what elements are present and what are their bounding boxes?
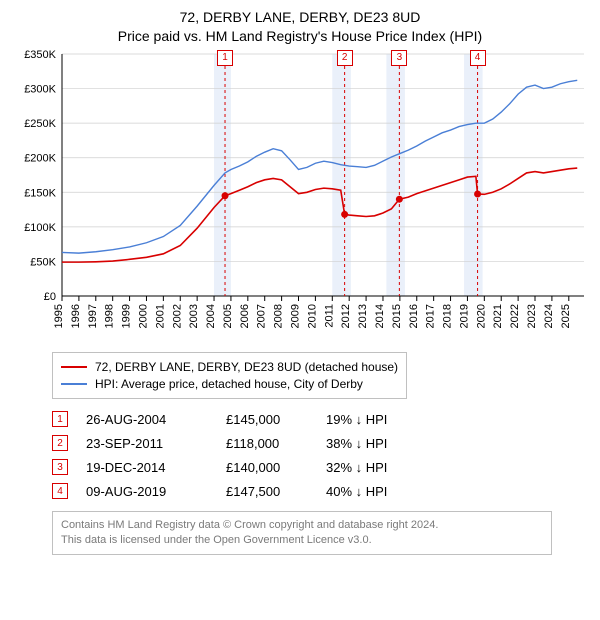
sales-row: 2 23-SEP-2011 £118,000 38% ↓ HPI — [52, 431, 588, 455]
svg-text:£100K: £100K — [24, 222, 56, 234]
chart-area: £0 £50K £100K £150K £200K £250K £300K £350K 1995… — [12, 46, 588, 346]
svg-text:2013: 2013 — [357, 304, 369, 328]
svg-text:1997: 1997 — [87, 304, 99, 328]
sale-price: £140,000 — [226, 460, 326, 475]
svg-text:1995: 1995 — [53, 304, 65, 328]
sales-row: 3 19-DEC-2014 £140,000 32% ↓ HPI — [52, 455, 588, 479]
svg-text:2021: 2021 — [492, 304, 504, 328]
chart-marker-label: 2 — [337, 50, 353, 66]
svg-text:2025: 2025 — [560, 304, 572, 328]
legend-row-hpi: HPI: Average price, detached house, City… — [61, 376, 398, 393]
sale-price: £147,500 — [226, 484, 326, 499]
svg-text:£350K: £350K — [24, 49, 56, 61]
sale-diff: 40% ↓ HPI — [326, 484, 436, 499]
svg-text:2000: 2000 — [137, 304, 149, 328]
chart-marker-label: 4 — [470, 50, 486, 66]
svg-text:2003: 2003 — [188, 304, 200, 328]
legend-swatch-hpi — [61, 383, 87, 385]
sale-diff: 19% ↓ HPI — [326, 412, 436, 427]
svg-text:1999: 1999 — [121, 304, 133, 328]
svg-text:2020: 2020 — [475, 304, 487, 328]
svg-text:2014: 2014 — [374, 304, 386, 328]
svg-text:2005: 2005 — [222, 304, 234, 328]
svg-text:£150K: £150K — [24, 187, 56, 199]
sale-diff: 38% ↓ HPI — [326, 436, 436, 451]
sale-marker-icon: 3 — [52, 459, 68, 475]
svg-text:2007: 2007 — [256, 304, 268, 328]
footnote-line-1: Contains HM Land Registry data © Crown c… — [61, 518, 543, 533]
sale-date: 19-DEC-2014 — [86, 460, 226, 475]
svg-text:2010: 2010 — [306, 304, 318, 328]
chart-marker-label: 1 — [217, 50, 233, 66]
svg-text:2012: 2012 — [340, 304, 352, 328]
svg-text:2004: 2004 — [205, 304, 217, 328]
sale-price: £118,000 — [226, 436, 326, 451]
title-block: 72, DERBY LANE, DERBY, DE23 8UD Price pa… — [12, 8, 588, 46]
legend-label-hpi: HPI: Average price, detached house, City… — [95, 376, 363, 393]
sale-marker-icon: 1 — [52, 411, 68, 427]
svg-text:2017: 2017 — [425, 304, 437, 328]
page-root: 72, DERBY LANE, DERBY, DE23 8UD Price pa… — [0, 0, 600, 563]
svg-text:2015: 2015 — [391, 304, 403, 328]
svg-text:1996: 1996 — [70, 304, 82, 328]
svg-text:2011: 2011 — [323, 304, 335, 328]
svg-text:£250K: £250K — [24, 118, 56, 130]
svg-text:2009: 2009 — [290, 304, 302, 328]
chart-marker-label: 3 — [391, 50, 407, 66]
svg-text:£50K: £50K — [30, 256, 56, 268]
svg-text:2024: 2024 — [543, 304, 555, 328]
svg-text:2001: 2001 — [154, 304, 166, 328]
footnote-box: Contains HM Land Registry data © Crown c… — [52, 511, 552, 555]
sale-marker-icon: 2 — [52, 435, 68, 451]
legend-box: 72, DERBY LANE, DERBY, DE23 8UD (detache… — [52, 352, 407, 400]
sale-diff: 32% ↓ HPI — [326, 460, 436, 475]
chart-svg: £0 £50K £100K £150K £200K £250K £300K £350K 1995… — [12, 46, 588, 346]
svg-text:2019: 2019 — [458, 304, 470, 328]
sales-row: 1 26-AUG-2004 £145,000 19% ↓ HPI — [52, 407, 588, 431]
legend-row-price: 72, DERBY LANE, DERBY, DE23 8UD (detache… — [61, 359, 398, 376]
title-line-1: 72, DERBY LANE, DERBY, DE23 8UD — [12, 8, 588, 27]
svg-text:2022: 2022 — [509, 304, 521, 328]
sale-price: £145,000 — [226, 412, 326, 427]
svg-text:2023: 2023 — [526, 304, 538, 328]
svg-text:2018: 2018 — [442, 304, 454, 328]
svg-text:2016: 2016 — [408, 304, 420, 328]
svg-text:2002: 2002 — [171, 304, 183, 328]
svg-text:£300K: £300K — [24, 83, 56, 95]
sale-date: 23-SEP-2011 — [86, 436, 226, 451]
sale-date: 26-AUG-2004 — [86, 412, 226, 427]
sale-date: 09-AUG-2019 — [86, 484, 226, 499]
svg-text:2006: 2006 — [239, 304, 251, 328]
sale-marker-icon: 4 — [52, 483, 68, 499]
svg-text:£200K: £200K — [24, 152, 56, 164]
svg-text:£0: £0 — [44, 291, 56, 303]
title-line-2: Price paid vs. HM Land Registry's House … — [12, 27, 588, 46]
sales-table: 1 26-AUG-2004 £145,000 19% ↓ HPI 2 23-SE… — [52, 407, 588, 503]
footnote-line-2: This data is licensed under the Open Gov… — [61, 533, 543, 548]
legend-label-price: 72, DERBY LANE, DERBY, DE23 8UD (detache… — [95, 359, 398, 376]
svg-text:2008: 2008 — [273, 304, 285, 328]
legend-swatch-price — [61, 366, 87, 368]
svg-text:1998: 1998 — [104, 304, 116, 328]
sales-row: 4 09-AUG-2019 £147,500 40% ↓ HPI — [52, 479, 588, 503]
